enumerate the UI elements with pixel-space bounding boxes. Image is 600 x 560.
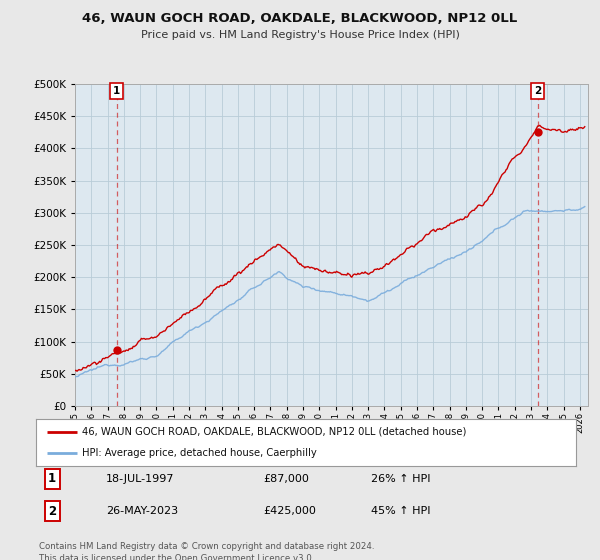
Text: 45% ↑ HPI: 45% ↑ HPI: [371, 506, 430, 516]
Text: £87,000: £87,000: [263, 474, 308, 484]
Text: Price paid vs. HM Land Registry's House Price Index (HPI): Price paid vs. HM Land Registry's House …: [140, 30, 460, 40]
Text: 2: 2: [534, 86, 541, 96]
Text: HPI: Average price, detached house, Caerphilly: HPI: Average price, detached house, Caer…: [82, 449, 317, 459]
Text: 46, WAUN GOCH ROAD, OAKDALE, BLACKWOOD, NP12 0LL: 46, WAUN GOCH ROAD, OAKDALE, BLACKWOOD, …: [82, 12, 518, 25]
Text: £425,000: £425,000: [263, 506, 316, 516]
Text: 46, WAUN GOCH ROAD, OAKDALE, BLACKWOOD, NP12 0LL (detached house): 46, WAUN GOCH ROAD, OAKDALE, BLACKWOOD, …: [82, 427, 466, 437]
Text: 1: 1: [48, 472, 56, 486]
Text: 26% ↑ HPI: 26% ↑ HPI: [371, 474, 430, 484]
Text: 18-JUL-1997: 18-JUL-1997: [106, 474, 175, 484]
Text: 2: 2: [48, 505, 56, 518]
Text: 1: 1: [113, 86, 120, 96]
Text: Contains HM Land Registry data © Crown copyright and database right 2024.
This d: Contains HM Land Registry data © Crown c…: [39, 542, 374, 560]
Text: 26-MAY-2023: 26-MAY-2023: [106, 506, 178, 516]
